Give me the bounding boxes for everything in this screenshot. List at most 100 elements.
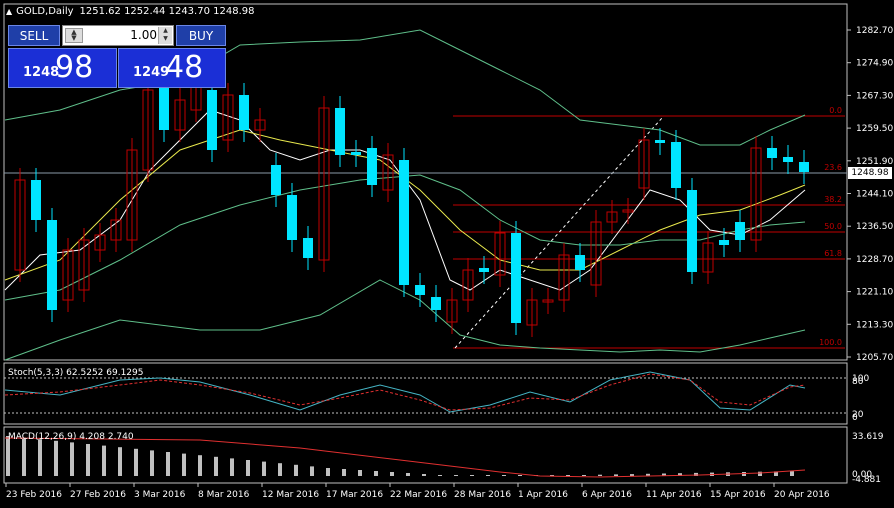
date-axis-label: 22 Mar 2016 [390, 490, 447, 500]
candle-bear [655, 140, 665, 143]
macd-histogram-bar [518, 475, 522, 476]
buy-button[interactable]: BUY [176, 25, 226, 46]
stoch-axis-label: 100 [852, 374, 869, 384]
candle-bull [494, 232, 506, 276]
date-axis-label: 20 Apr 2016 [774, 490, 830, 500]
price-axis-label: 1251.90 [856, 157, 893, 167]
macd-histogram-bar [22, 437, 26, 476]
candle-bull [638, 139, 650, 189]
ohlc-values: 1251.62 1252.44 1243.70 1248.98 [79, 6, 255, 17]
macd-label: MACD(12,26,9) 4.208 2.740 [8, 432, 134, 442]
one-click-trading-panel: SELL ▲ ▼ 1.00 ▲ ▼ BUY 1248 98 1249 48 [8, 25, 226, 88]
candle-bear [31, 180, 41, 220]
macd-histogram-bar [582, 475, 586, 476]
stoch-axis-label: 80 [852, 377, 864, 387]
macd-histogram-bar [566, 475, 570, 476]
candle-bear [767, 148, 777, 158]
fib-trend-line [454, 117, 663, 349]
macd-histogram-bar [278, 463, 282, 476]
stoch-main-line [4, 371, 806, 413]
macd-histogram-bar [246, 460, 250, 476]
fib-level-label: 61.8 [824, 249, 842, 258]
candle-bull [446, 299, 458, 323]
buy-price-quote[interactable]: 1249 48 [118, 48, 226, 88]
macd-histogram-bar [406, 473, 410, 476]
macd-histogram-bar [550, 475, 554, 476]
candle-bear [335, 108, 345, 155]
candle-bear [239, 95, 249, 130]
macd-histogram-bar [758, 471, 762, 476]
macd-histogram-bar [662, 473, 666, 476]
macd-histogram-bar [614, 474, 618, 476]
candle-bull [462, 269, 474, 301]
price-axis-label: 1236.50 [856, 222, 893, 232]
macd-histogram-bar [598, 474, 602, 476]
candle-bull [558, 254, 570, 301]
macd-histogram-bar [678, 473, 682, 476]
candle-bear [783, 157, 793, 162]
macd-histogram-bar [6, 436, 10, 476]
price-axis-label: 1274.90 [856, 59, 893, 69]
candle-bull [142, 89, 154, 171]
date-axis-label: 23 Feb 2016 [6, 490, 62, 500]
price-axis-label: 1259.50 [856, 124, 893, 134]
fib-level-label: 0.0 [829, 106, 842, 115]
candle-bull [126, 149, 138, 241]
candle-bear [271, 165, 281, 195]
date-axis-label: 6 Apr 2016 [582, 490, 632, 500]
candle-bull [110, 219, 122, 241]
macd-histogram-bar [358, 470, 362, 476]
stoch-axis-label: 20 [852, 410, 864, 420]
macd-axis-label: 0.00 [852, 470, 872, 480]
price-axis-label: 1244.10 [856, 190, 893, 200]
macd-histogram-bar [134, 448, 138, 476]
macd-histogram-bar [214, 456, 218, 476]
fib-level-label: 100.0 [819, 338, 842, 347]
buy-price-pips: 48 [165, 50, 204, 85]
candle-bull [14, 179, 26, 271]
collapse-triangle-icon[interactable]: ▲ [6, 7, 13, 16]
macd-histogram-bar [390, 472, 394, 476]
symbol-period: GOLD,Daily [16, 6, 74, 17]
candle-bull [62, 249, 74, 301]
candle-bull [750, 147, 762, 241]
price-axis-label: 1221.10 [856, 288, 893, 298]
lot-dropdown-icon[interactable]: ▲ ▼ [65, 28, 83, 43]
stoch-label: Stoch(5,3,3) 62.5252 69.1295 [8, 368, 144, 378]
macd-axis-label: -4.881 [852, 475, 881, 485]
macd-histogram-bar [230, 458, 234, 476]
fib-level-label: 23.6 [824, 163, 842, 172]
buy-price-prefix: 1249 [133, 65, 170, 80]
macd-axis-label: 33.619 [852, 432, 884, 442]
sell-button[interactable]: SELL [8, 25, 60, 46]
date-axis-label: 15 Apr 2016 [710, 490, 766, 500]
candle-bull [174, 99, 186, 131]
macd-histogram-bar [438, 475, 442, 476]
ma-fast-line [4, 109, 806, 291]
candle-bull [542, 299, 554, 303]
lot-size-field[interactable]: ▲ ▼ 1.00 ▲ ▼ [62, 25, 174, 46]
ma-slow-line [4, 129, 806, 281]
candle-bear [671, 142, 681, 188]
fib-level-label: 38.2 [824, 195, 842, 204]
macd-histogram-bar [54, 440, 58, 476]
candle-bear [47, 220, 57, 310]
macd-histogram-bar [342, 469, 346, 476]
macd-histogram-bar [422, 474, 426, 476]
macd-histogram-bar [198, 455, 202, 476]
macd-histogram-bar [502, 475, 506, 476]
candle-bull [622, 209, 634, 213]
candle-bear [207, 90, 217, 150]
macd-histogram-bar [166, 452, 170, 476]
macd-histogram-bar [790, 471, 794, 476]
lot-size-value[interactable]: 1.00 [130, 28, 157, 42]
candle-bear [575, 255, 585, 270]
lot-spinner-icon[interactable]: ▲ ▼ [158, 27, 172, 44]
macd-histogram-bar [182, 453, 186, 476]
sell-price-quote[interactable]: 1248 98 [8, 48, 117, 88]
macd-histogram-bar [150, 450, 154, 476]
stoch-signal-line [4, 373, 806, 411]
candle-bull [222, 94, 234, 141]
stoch-panel-frame [3, 362, 848, 425]
